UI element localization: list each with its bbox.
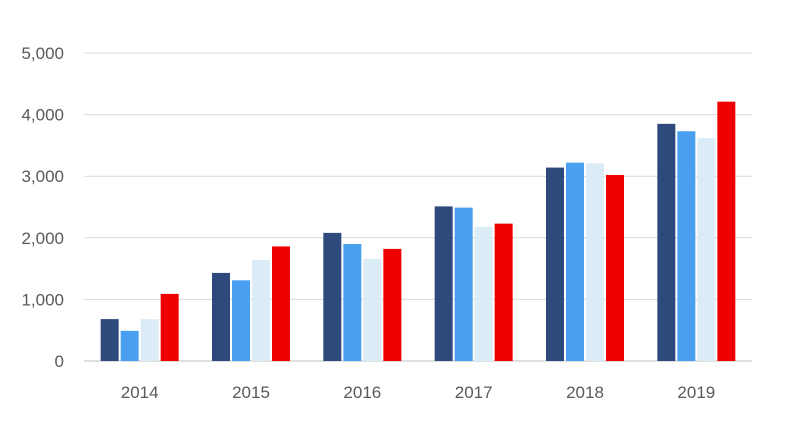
- bar-2018-series-4: [606, 174, 624, 361]
- bar-2017-series-3: [474, 226, 493, 361]
- bar-2017-series-1: [434, 206, 453, 361]
- bars: [100, 101, 736, 361]
- x-tick-label: 2015: [232, 383, 270, 402]
- y-tick-label: 2,000: [21, 229, 64, 248]
- bar-2019-series-1: [657, 123, 676, 361]
- bar-2017-series-4: [494, 223, 513, 361]
- bar-2014-series-2: [120, 330, 139, 361]
- bar-2016-series-3: [363, 258, 382, 361]
- y-tick-label: 1,000: [21, 290, 64, 309]
- y-axis-tick-labels: 0 1,000 2,000 3,000 4,000 5,000: [21, 44, 64, 371]
- y-tick-label: 5,000: [21, 44, 64, 63]
- x-tick-label: 2017: [455, 383, 493, 402]
- bar-2018-series-1: [546, 167, 564, 361]
- bar-2016-series-4: [383, 248, 402, 361]
- bar-2014-series-1: [100, 319, 119, 361]
- x-axis-tick-labels: 2014 2015 2016 2017 2018 2019: [121, 383, 715, 402]
- gridlines: [84, 52, 752, 362]
- bar-2015-series-4: [272, 246, 290, 361]
- y-tick-label: 4,000: [21, 106, 64, 125]
- bar-2016-series-1: [323, 232, 342, 361]
- bar-2019-series-4: [717, 101, 736, 361]
- y-tick-label: 3,000: [21, 167, 64, 186]
- bar-2015-series-2: [232, 280, 250, 361]
- y-tick-label: 0: [55, 352, 64, 371]
- x-tick-label: 2016: [343, 383, 381, 402]
- bar-2018-series-3: [586, 163, 604, 361]
- x-tick-label: 2014: [121, 383, 159, 402]
- bar-2019-series-2: [677, 131, 696, 361]
- bar-2019-series-3: [697, 138, 716, 361]
- bar-2018-series-2: [566, 162, 584, 361]
- bar-2015-series-3: [252, 259, 270, 361]
- x-tick-label: 2018: [566, 383, 604, 402]
- bar-2014-series-4: [160, 293, 179, 361]
- bar-2015-series-1: [212, 272, 230, 361]
- bar-2017-series-2: [454, 207, 473, 361]
- bar-2016-series-2: [343, 243, 362, 361]
- bar-2014-series-3: [140, 319, 159, 361]
- x-tick-label: 2019: [677, 383, 715, 402]
